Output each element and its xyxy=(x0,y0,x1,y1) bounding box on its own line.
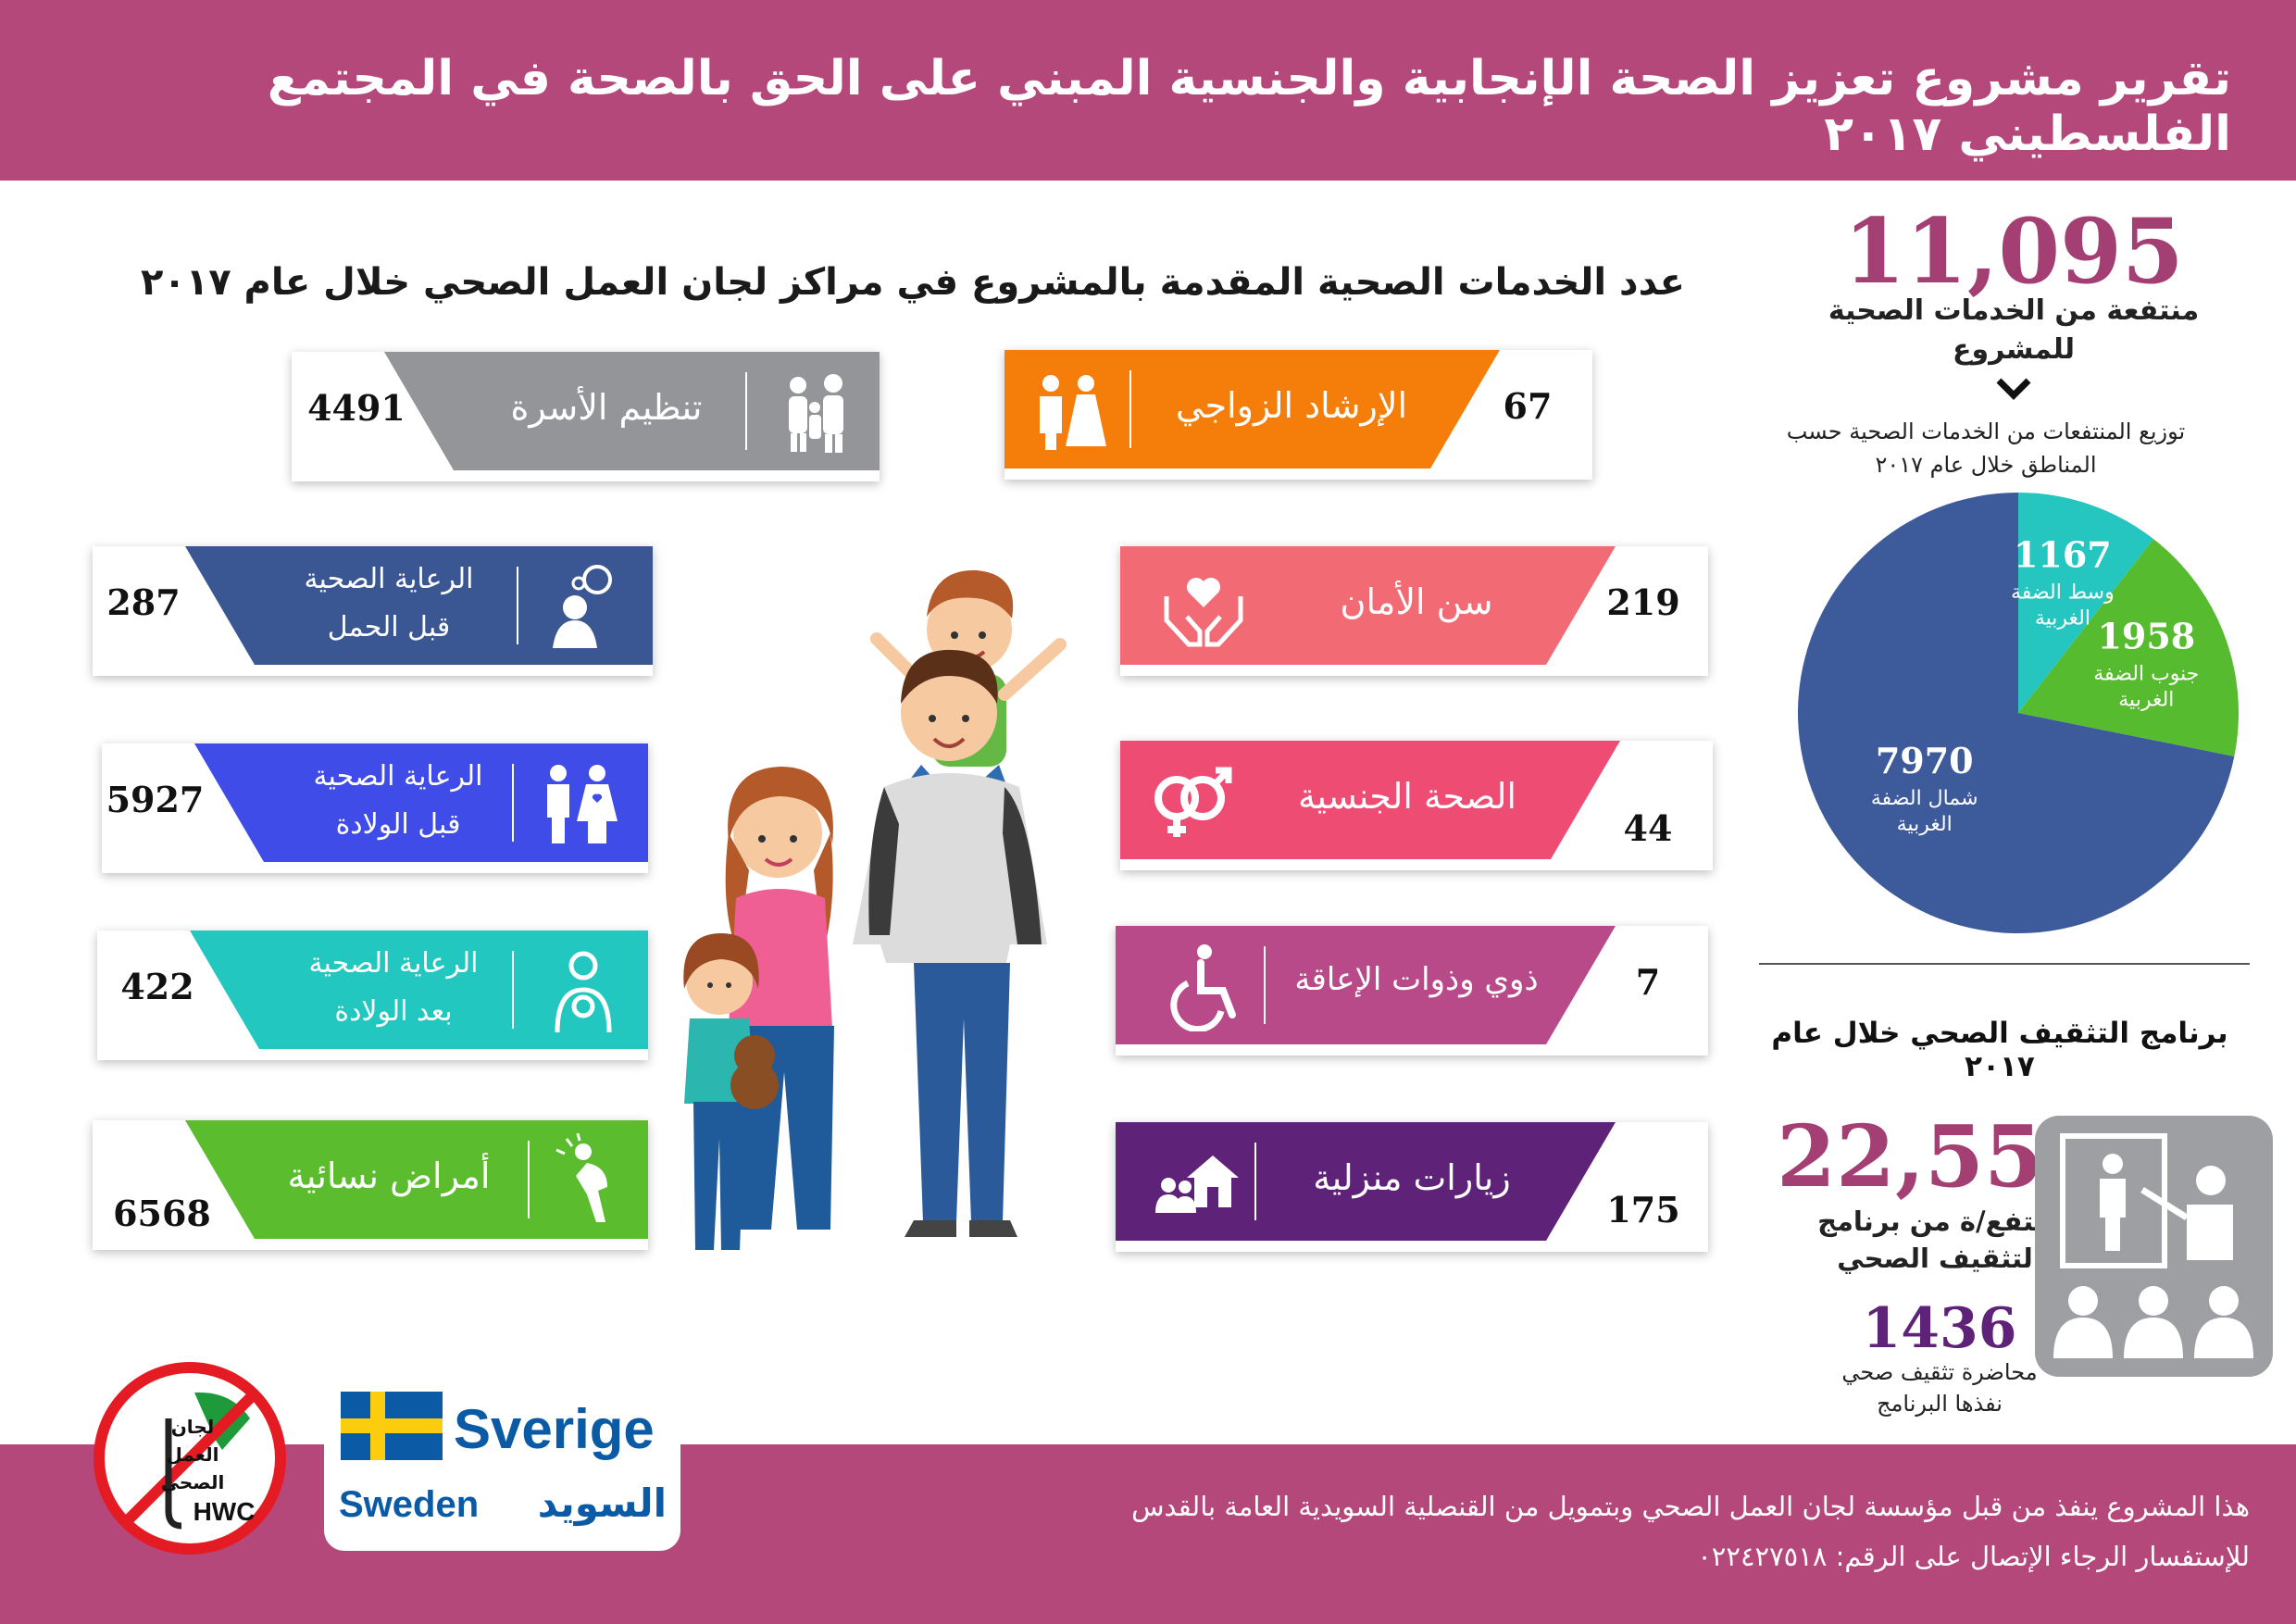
card-value: 219 xyxy=(1606,581,1680,623)
card-value: 175 xyxy=(1606,1189,1680,1230)
card-sexual-health: الصحة الجنسية 44 xyxy=(1120,741,1713,870)
card-home-visits: زيارات منزلية 175 xyxy=(1116,1122,1708,1252)
card-label-line2: قبل الولادة xyxy=(335,808,461,841)
card-label-line1: الرعاية الصحية xyxy=(308,947,479,980)
card-family-planning: 4491 تنظيم الأسرة xyxy=(292,352,880,481)
beneficiaries-label-line1: منتفعة من الخدمات الصحية xyxy=(1828,294,2200,327)
sweden-ar: السويد xyxy=(537,1480,667,1526)
hwc-ar-line2: العمل xyxy=(167,1443,219,1466)
pie-label-0-line2: الغربية xyxy=(1897,813,1953,836)
pie-slice-0 xyxy=(1798,493,2235,933)
header-bar: تقرير مشروع تعزيز الصحة الإنجابية والجنس… xyxy=(0,0,2296,181)
card-prenatal-care: 5927 الرعاية الصحية قبل الولادة xyxy=(102,743,648,873)
card-value: 4491 xyxy=(307,387,406,429)
card-marital-counseling: الإرشاد الزواجي 67 xyxy=(1004,350,1592,480)
lecture-classroom-icon xyxy=(2035,1116,2273,1377)
pie-slice-1 xyxy=(2018,493,2154,713)
wheelchair-icon xyxy=(1170,944,1236,1031)
card-label: ذوي وذوات الإعاقة xyxy=(1294,961,1539,998)
education-lectures: 1436 xyxy=(1862,1296,2017,1361)
home-visit-icon xyxy=(1155,1156,1239,1213)
card-label-line1: الرعاية الصحية xyxy=(304,563,474,595)
pie-label-1-line2: الغربية xyxy=(2035,606,2090,630)
thinking-woman-icon xyxy=(553,565,612,648)
card-disability: ذوي وذوات الإعاقة 7 xyxy=(1116,926,1708,1056)
card-label: تنظيم الأسرة xyxy=(510,387,703,428)
couple-pregnant-icon xyxy=(547,765,618,843)
card-safe-age: سن الأمان 219 xyxy=(1120,546,1708,676)
page-title: تقرير مشروع تعزيز الصحة الإنجابية والجنس… xyxy=(267,51,2231,162)
pie-label-1-line1: وسط الضفة xyxy=(2011,581,2115,604)
distribution-title-line1: توزيع المنتفعات من الخدمات الصحية حسب xyxy=(1786,418,2186,444)
pie-label-0-line1: شمال الضفة xyxy=(1871,787,1978,810)
card-gynecology: 6568 أمراض نسائية xyxy=(93,1120,648,1250)
services-title: عدد الخدمات الصحية المقدمة بالمشروع في م… xyxy=(140,261,1685,304)
gender-symbols-icon xyxy=(1154,767,1232,837)
distribution-title-line2: المناطق خلال عام ٢٠١٧ xyxy=(1875,452,2097,478)
card-label: الصحة الجنسية xyxy=(1298,776,1516,817)
couple-icon xyxy=(1040,375,1106,450)
card-value: 287 xyxy=(106,581,181,623)
hwc-logo: لجان العمل الصحي HWC xyxy=(94,1362,286,1555)
card-value: 5927 xyxy=(106,779,205,820)
card-postnatal-care: 422 الرعاية الصحية بعد الولادة xyxy=(97,931,648,1060)
card-label: زيارات منزلية xyxy=(1313,1157,1511,1198)
card-value: 422 xyxy=(120,966,194,1007)
pain-woman-icon xyxy=(555,1133,607,1222)
education-title: برنامج التثقيف الصحي خلال عام ٢٠١٧ xyxy=(1771,1017,2228,1083)
lectures-label-line1: محاضرة تثقيف صحي xyxy=(1841,1359,2038,1385)
card-label-line2: قبل الحمل xyxy=(327,611,451,643)
card-value: 44 xyxy=(1623,807,1673,849)
hwc-ar-line3: الصحي xyxy=(161,1471,225,1494)
sweden-logo: Sverige Sweden السويد xyxy=(324,1384,680,1551)
hwc-ar-line1: لجان xyxy=(171,1416,215,1438)
sweden-sverige: Sverige xyxy=(454,1398,655,1460)
participants-label-line2: التثقيف الصحي xyxy=(1837,1243,2042,1274)
card-label: أمراض نسائية xyxy=(287,1156,491,1196)
beneficiaries-label-line2: للمشروع xyxy=(1953,333,2075,366)
card-value: 7 xyxy=(1635,961,1661,1003)
footer-line2: للإستفسار الرجاء الإتصال على الرقم: ٠٢٢٤… xyxy=(1697,1541,2250,1572)
footer-line1: هذا المشروع ينفذ من قبل مؤسسة لجان العمل… xyxy=(1131,1491,2250,1522)
beneficiaries-total: 11,095 xyxy=(1843,199,2184,304)
chevron-down-icon xyxy=(1996,378,2031,400)
card-preconception-care: 287 الرعاية الصحية قبل الحمل xyxy=(93,546,653,676)
pie-value-1: 1167 xyxy=(2014,533,2112,575)
participants-label-line1: منتفع/ة من برنامج xyxy=(1817,1206,2062,1237)
card-value: 6568 xyxy=(113,1193,211,1234)
lectures-label-line2: نفذها البرنامج xyxy=(1877,1391,2003,1417)
section-divider xyxy=(1759,963,2250,965)
sweden-flag-icon xyxy=(341,1392,443,1460)
card-value: 67 xyxy=(1503,385,1553,427)
heart-hands-icon xyxy=(1164,578,1243,647)
pie-label-2-line1: جنوب الضفة xyxy=(2093,663,2199,686)
hwc-abbr: HWC xyxy=(193,1497,256,1526)
sweden-en: Sweden xyxy=(339,1484,480,1525)
pie-value-2: 1958 xyxy=(2097,616,2195,657)
pie-label-2-line2: الغربية xyxy=(2118,689,2174,712)
card-label-line1: الرعاية الصحية xyxy=(313,760,483,793)
card-label-line2: بعد الولادة xyxy=(334,995,453,1028)
card-label: سن الأمان xyxy=(1340,581,1493,622)
pie-slice-2 xyxy=(2018,539,2239,757)
family-icon xyxy=(789,374,843,453)
mother-baby-icon xyxy=(555,951,612,1033)
card-label: الإرشاد الزواجي xyxy=(1175,385,1408,426)
family-illustration xyxy=(683,569,1067,1250)
pie-value-0: 7970 xyxy=(1876,740,1974,781)
